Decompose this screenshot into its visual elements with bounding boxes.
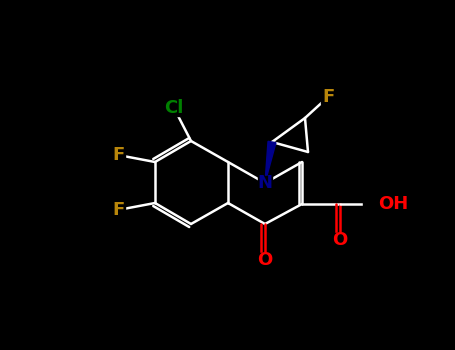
Text: O: O [332,231,348,249]
Text: F: F [112,201,124,219]
Text: F: F [112,146,124,164]
Bar [333,233,347,247]
Bar [163,100,185,116]
Bar [111,203,125,217]
Text: OH: OH [378,195,408,213]
Bar [111,148,125,162]
Text: O: O [258,251,273,269]
Bar [321,90,335,104]
Bar [258,253,272,267]
Polygon shape [265,141,276,183]
Text: Cl: Cl [164,99,184,117]
Bar [258,176,272,190]
Text: F: F [322,88,334,106]
Bar [363,196,393,212]
Text: N: N [258,174,273,192]
